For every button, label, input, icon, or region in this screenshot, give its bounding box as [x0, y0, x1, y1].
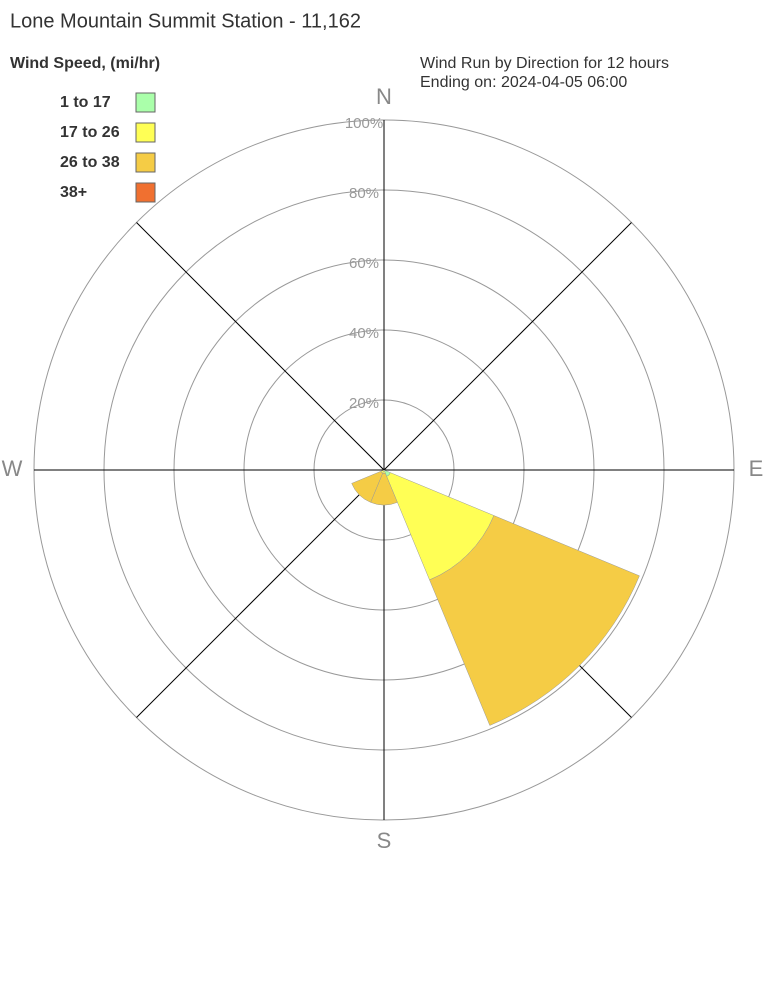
- compass-label: W: [2, 456, 23, 481]
- labels: 20% 40% 60% 80% 100% N E S W: [2, 84, 764, 853]
- wedges: [351, 469, 640, 726]
- ring-label: 40%: [349, 325, 379, 342]
- legend-label: 17 to 26: [60, 124, 120, 141]
- compass-label: S: [377, 828, 392, 853]
- ring-label: 60%: [349, 255, 379, 272]
- legend-swatch: [135, 152, 156, 173]
- compass-label: N: [376, 84, 392, 109]
- subtitle-2: Ending on: 2024-04-05 06:00: [420, 74, 627, 91]
- compass-label: E: [749, 456, 764, 481]
- subtitle: Wind Run by Direction for 12 hours: [420, 55, 669, 72]
- legend-label: 38+: [60, 184, 87, 201]
- wedge: [429, 515, 640, 726]
- spoke: [136, 222, 385, 471]
- ring-label: 100%: [345, 115, 383, 132]
- legend-swatch: [135, 122, 156, 143]
- legend-title: Wind Speed, (mi/hr): [10, 55, 160, 72]
- spoke: [136, 469, 385, 718]
- spoke: [383, 222, 632, 471]
- legend-swatch: [135, 92, 156, 113]
- chart-title: Lone Mountain Summit Station - 11,162: [10, 10, 361, 32]
- legend-label: 1 to 17: [60, 94, 111, 111]
- legend-label: 26 to 38: [60, 154, 120, 171]
- ring-label: 20%: [349, 395, 379, 412]
- legend-swatch: [135, 182, 156, 203]
- wedge: [351, 471, 383, 503]
- ring-label: 80%: [349, 185, 379, 202]
